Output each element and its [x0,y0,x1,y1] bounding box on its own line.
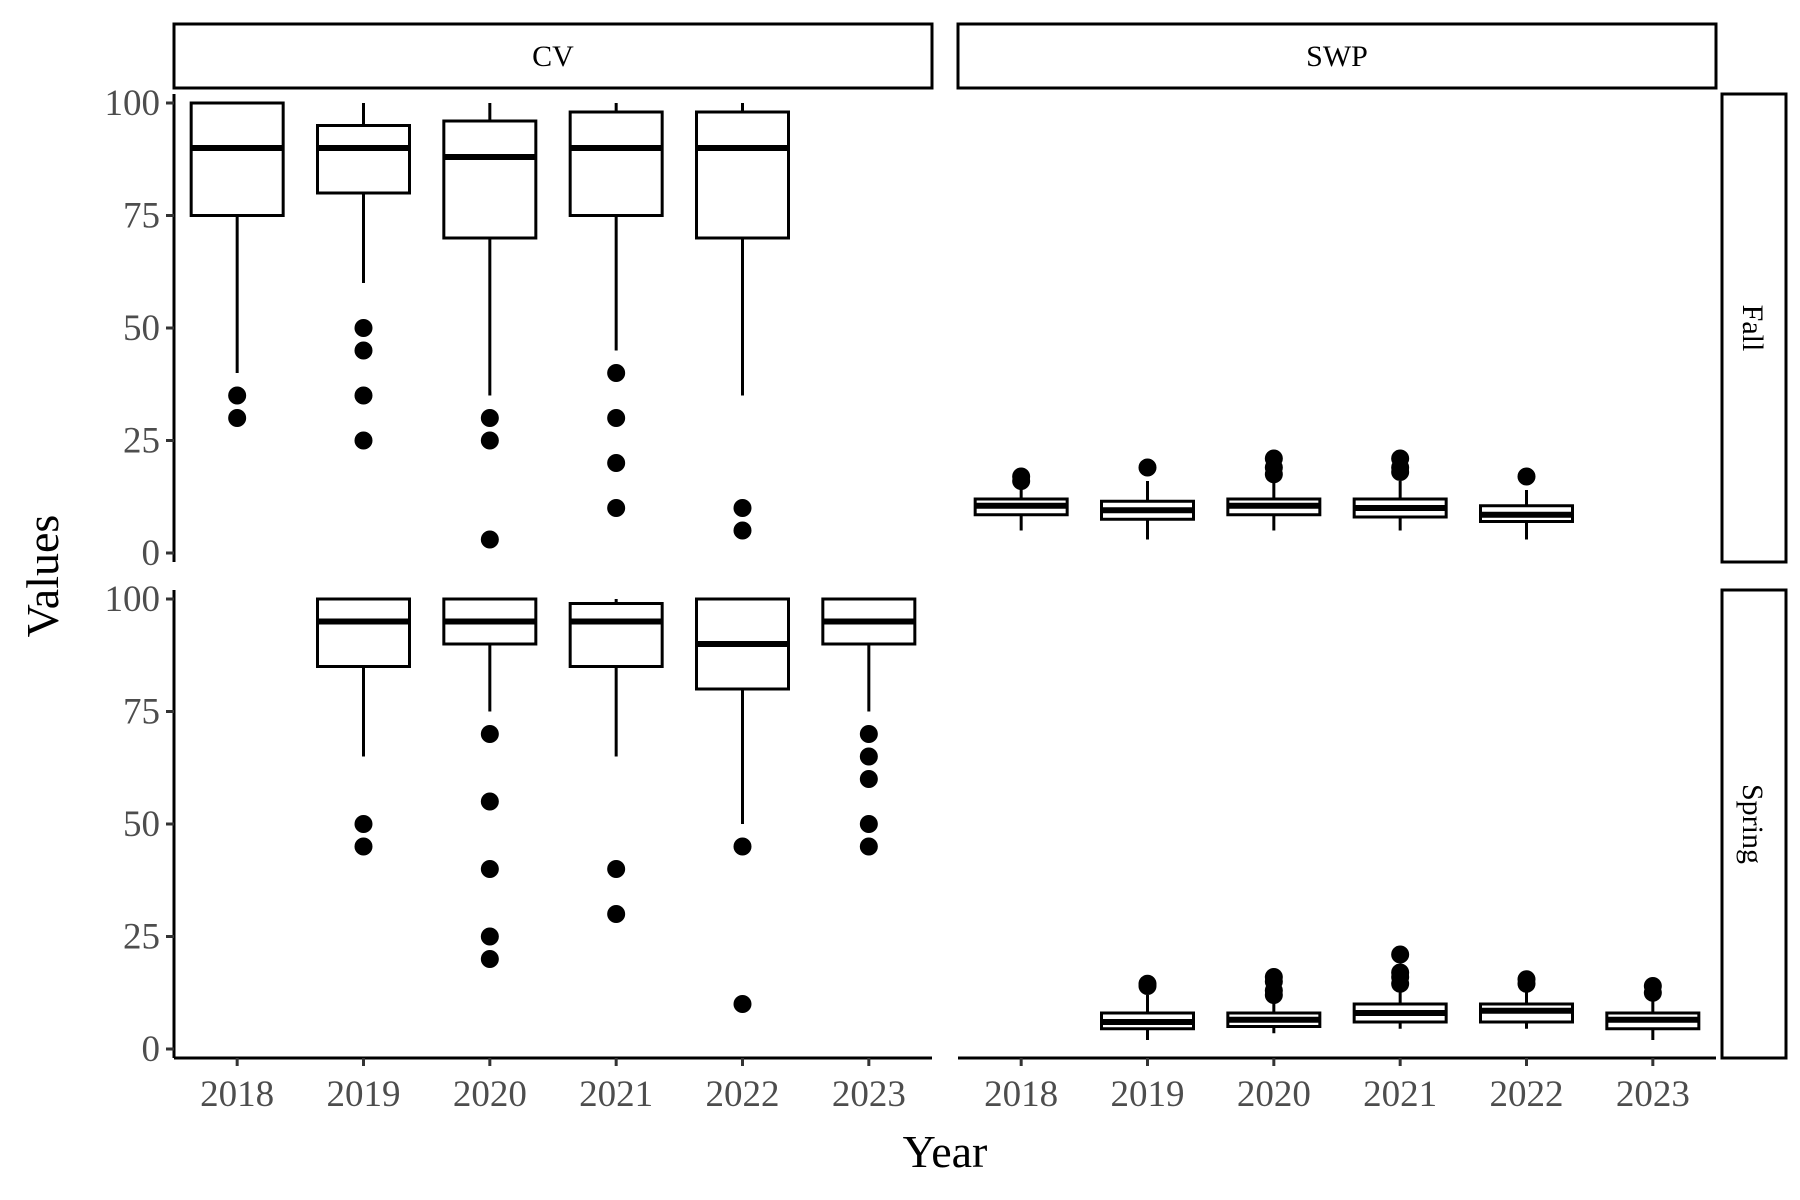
strip-row-spring [1720,588,1788,1060]
outlier-swp-spring-2019-1 [1138,977,1157,995]
outlier-cv-fall-2020-0 [480,409,499,427]
outlier-cv-spring-2022-0 [733,837,752,856]
box-cv-fall-2019 [316,124,411,195]
outlier-cv-spring-2023-0 [859,725,878,743]
y-tick-label-spring-25: 25 [123,917,160,958]
outlier-cv-spring-2020-0 [480,725,499,743]
outlier-cv-fall-2018-1 [228,409,247,427]
x-tick-label-swp-2020: 2020 [1237,1074,1311,1115]
y-tick-label-spring-0: 0 [142,1029,161,1070]
box-cv-fall-2020 [442,119,538,240]
outlier-swp-fall-2021-2 [1391,463,1410,481]
outlier-cv-spring-2023-2 [859,770,878,788]
x-tick-label-cv-2023: 2023 [832,1074,906,1115]
y-tick-label-spring-75: 75 [123,692,160,733]
x-tick-label-swp-2023: 2023 [1616,1074,1690,1115]
outlier-cv-spring-2020-2 [480,860,499,878]
outlier-swp-spring-2023-1 [1643,983,1662,1002]
box-cv-fall-2018 [189,101,285,217]
strip-col-cv [172,22,934,90]
x-tick-label-cv-2020: 2020 [453,1074,527,1115]
outlier-cv-spring-2020-4 [480,950,499,968]
outlier-swp-spring-2021-0 [1391,945,1410,964]
outlier-swp-fall-2018-1 [1012,472,1031,490]
outlier-cv-spring-2023-3 [859,815,878,833]
outlier-cv-spring-2021-0 [607,860,626,878]
y-tick-label-spring-50: 50 [123,804,160,845]
outlier-cv-spring-2023-1 [859,747,878,766]
x-tick-label-swp-2022: 2022 [1490,1074,1564,1115]
strip-label-fall: Fall [1736,305,1769,352]
outlier-cv-fall-2022-0 [733,499,752,517]
outlier-cv-fall-2020-1 [480,431,499,450]
outlier-cv-fall-2020-2 [480,530,499,549]
y-tick-label-fall-25: 25 [123,421,160,462]
y-tick-label-fall-75: 75 [123,196,160,237]
box-cv-fall-2021 [568,110,664,217]
box-cv-fall-2022 [695,110,790,240]
outlier-cv-spring-2022-1 [733,995,752,1013]
outlier-swp-fall-2022-0 [1517,467,1536,486]
box-cv-spring-2021 [568,602,664,668]
x-tick-label-cv-2022: 2022 [706,1074,780,1115]
outlier-cv-spring-2020-3 [480,927,499,946]
strip-row-fall [1720,92,1788,564]
panels-group: 0 25 50 75 100 0 25 50 75 100 2018 2019 2020 2021 2022… [105,83,1716,1115]
strip-col-swp [956,22,1718,90]
x-tick-label-cv-2018: 2018 [200,1074,274,1115]
strip-label-cv: CV [532,40,574,73]
outlier-cv-fall-2019-3 [354,431,373,450]
y-tick-label-fall-0: 0 [142,533,161,574]
outlier-cv-spring-2019-1 [354,837,373,856]
outlier-swp-spring-2020-3 [1264,986,1283,1004]
outlier-cv-fall-2019-0 [354,319,373,337]
x-tick-label-swp-2019: 2019 [1111,1074,1185,1115]
y-tick-label-spring-100: 100 [105,579,161,620]
y-tick-label-fall-100: 100 [105,83,161,124]
outlier-cv-fall-2019-1 [354,341,373,360]
outlier-cv-spring-2019-0 [354,815,373,833]
outlier-swp-spring-2021-3 [1391,974,1410,993]
x-tick-label-swp-2018: 2018 [984,1074,1058,1115]
x-axis-title: Year [903,1126,988,1177]
x-tick-label-cv-2021: 2021 [579,1074,653,1115]
outlier-cv-spring-2020-1 [480,792,499,811]
strip-label-swp: SWP [1306,40,1368,73]
outlier-cv-fall-2018-0 [228,386,247,405]
x-tick-label-cv-2019: 2019 [327,1074,401,1115]
outlier-swp-spring-2022-1 [1517,974,1536,993]
y-tick-label-fall-50: 50 [123,308,160,349]
outlier-cv-fall-2021-0 [607,364,626,382]
outlier-cv-spring-2023-4 [859,837,878,856]
outlier-cv-spring-2021-1 [607,905,626,923]
outlier-cv-fall-2021-2 [607,454,626,472]
outlier-swp-fall-2020-2 [1264,465,1283,484]
box-cv-spring-2019 [316,597,411,668]
x-tick-label-swp-2021: 2021 [1363,1074,1437,1115]
outlier-cv-fall-2022-1 [733,521,752,540]
outlier-swp-fall-2019-0 [1138,458,1157,477]
strip-label-spring: Spring [1736,784,1769,864]
outlier-cv-fall-2021-3 [607,499,626,517]
outlier-cv-fall-2021-1 [607,409,626,427]
y-axis-title: Values [17,515,68,638]
outlier-cv-fall-2019-2 [354,386,373,405]
